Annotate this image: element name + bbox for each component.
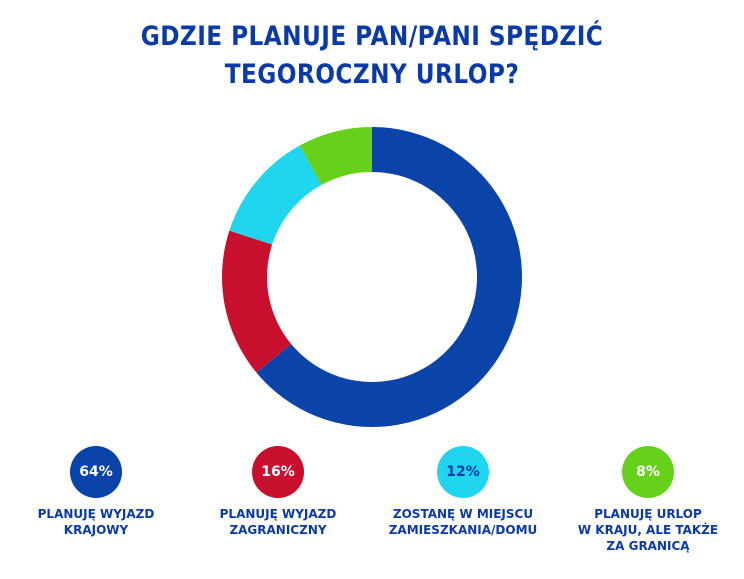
donut-slice-abroad [222, 230, 292, 373]
legend-item-stay-home: 12% ZOSTANĘ W MIEJSCU ZAMIESZKANIA/DOMU [378, 446, 548, 538]
legend-badge-stay-home: 12% [437, 446, 489, 498]
legend-item-abroad: 16% PLANUJĘ WYJAZD ZAGRANICZNY [193, 446, 363, 538]
donut-slice-both [299, 127, 372, 185]
legend-label-abroad: PLANUJĘ WYJAZD ZAGRANICZNY [219, 507, 337, 537]
legend-badge-domestic: 64% [70, 446, 122, 498]
chart-title-line-1: GDZIE PLANUJE PAN/PANI SPĘDZIĆ [140, 21, 604, 52]
legend-item-domestic: 64% PLANUJĘ WYJAZD KRAJOWY [11, 446, 181, 538]
donut-slice-domestic [256, 127, 522, 427]
legend-badge-both: 8% [622, 446, 674, 498]
chart-title-line-2: TEGOROCZNY URLOP? [224, 59, 520, 90]
donut-slice-stay-home [229, 145, 322, 245]
legend-label-stay-home: ZOSTANĘ W MIEJSCU ZAMIESZKANIA/DOMU [388, 507, 538, 537]
chart-title: GDZIE PLANUJE PAN/PANI SPĘDZIĆ TEGOROCZN… [52, 18, 692, 94]
legend-label-both: PLANUJĘ URLOP W KRAJU, ALE TAKŻE ZA GRAN… [577, 507, 719, 553]
legend-badge-abroad: 16% [252, 446, 304, 498]
legend-label-domestic: PLANUJĘ WYJAZD KRAJOWY [37, 507, 155, 537]
legend-item-both: 8% PLANUJĘ URLOP W KRAJU, ALE TAKŻE ZA G… [563, 446, 733, 554]
